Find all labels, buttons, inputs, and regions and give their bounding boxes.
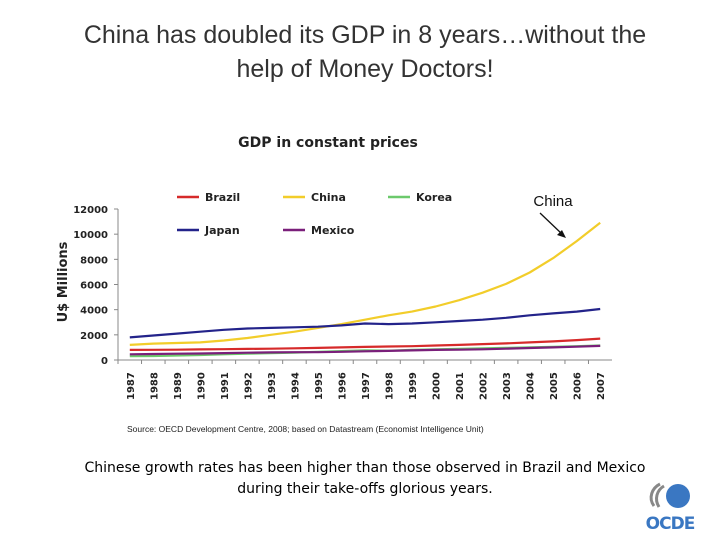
ocde-logo-text: OCDE	[645, 514, 696, 534]
chart-axes: 0 2000 4000 6000 8000 10000 12000 1987 1988 1989 1…	[73, 205, 612, 400]
x-tick-label: 1998	[385, 372, 396, 400]
x-tick-label: 2007	[596, 372, 607, 400]
series-line-japan	[129, 307, 601, 339]
series-line-brazil	[129, 337, 601, 351]
x-tick-label: 1994	[290, 372, 301, 400]
x-tick-label: 1993	[267, 372, 278, 400]
x-tick-label: 2006	[573, 372, 584, 400]
x-tick-label: 2003	[502, 372, 513, 400]
chart-series-group	[129, 221, 601, 358]
y-tick-label: 2000	[80, 331, 108, 342]
x-tick-label: 2001	[455, 372, 466, 400]
x-tick-label: 1988	[149, 372, 160, 400]
x-tick-label: 1996	[337, 372, 348, 400]
source-note: Source: OECD Development Centre, 2008; b…	[127, 424, 484, 434]
x-tick-label: 1995	[314, 372, 325, 400]
x-tick-label: 2002	[479, 372, 490, 400]
y-axis-label: U$ Millions	[56, 241, 71, 322]
slide-title-line-1: China has doubled its GDP in 8 years…wit…	[83, 21, 647, 49]
legend-label: Brazil	[205, 191, 240, 204]
x-tick-label: 1997	[361, 372, 372, 400]
ocde-logo	[649, 482, 690, 508]
y-tick-label: 4000	[80, 306, 108, 317]
x-tick-label: 1989	[173, 372, 184, 400]
legend-label: Korea	[416, 191, 452, 204]
caption-line-1: Chinese growth rates has been higher tha…	[84, 460, 646, 476]
x-tick-label: 1999	[408, 372, 419, 400]
chart-legend: Brazil China Korea Japan Mexico	[177, 191, 452, 237]
caption: Chinese growth rates has been higher tha…	[20, 458, 710, 500]
x-tick-label: 2004	[526, 372, 537, 400]
y-tick-label: 12000	[73, 205, 108, 216]
x-tick-label: 1991	[220, 372, 231, 400]
legend-label: Mexico	[311, 224, 355, 237]
series-line-china	[129, 221, 601, 346]
china-annotation-arrow	[539, 212, 566, 238]
x-tick-label: 1987	[126, 372, 137, 400]
series-line-mexico	[129, 344, 601, 356]
x-tick-label: 1990	[196, 372, 207, 400]
legend-label: China	[311, 191, 346, 204]
x-tick-label: 2005	[549, 372, 560, 400]
x-tick-label: 2000	[432, 372, 443, 400]
legend-label: Japan	[204, 224, 240, 237]
slide-title-line-2: help of Money Doctors!	[236, 55, 494, 83]
china-annotation: China	[533, 193, 573, 210]
x-tick-label: 1992	[243, 372, 254, 400]
y-tick-label: 8000	[80, 255, 108, 266]
y-tick-label: 10000	[73, 230, 108, 241]
chart-title: GDP in constant prices	[238, 135, 418, 151]
slide-title: China has doubled its GDP in 8 years…wit…	[20, 18, 710, 86]
y-tick-label: 6000	[80, 281, 108, 292]
caption-line-2: during their take-offs glorious years.	[237, 481, 493, 497]
y-tick-label: 0	[101, 356, 108, 367]
